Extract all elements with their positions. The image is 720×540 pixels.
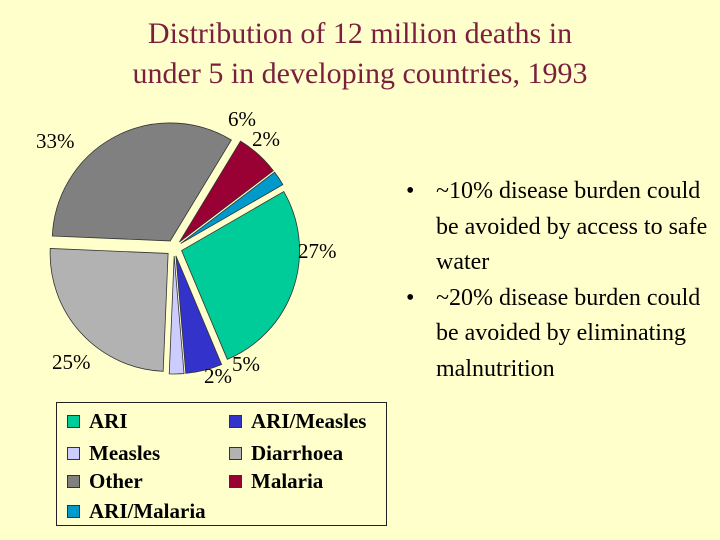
legend-swatch-other xyxy=(67,474,80,488)
bullet-item-malnutrition: • ~20% disease burden could be avoided b… xyxy=(402,281,712,388)
legend-label-malaria: Malaria xyxy=(251,469,324,493)
slide-title-line-1: Distribution of 12 million deaths in xyxy=(147,17,573,50)
pie-slice-other xyxy=(51,122,232,242)
legend-item-ari-measles: ARI/Measles xyxy=(229,409,366,433)
bullet-list: • ~10% disease burden could be avoided b… xyxy=(402,174,712,387)
legend-label-measles: Measles xyxy=(89,441,161,465)
slide-title: Distribution of 12 million deaths in und… xyxy=(0,14,720,94)
pie-slice-ari xyxy=(181,191,300,360)
slice-label-other: 33% xyxy=(36,129,75,153)
pie-slice-malaria xyxy=(179,140,274,243)
bullet-text-malnutrition: ~20% disease burden could be avoided by … xyxy=(436,284,701,382)
legend-item-measles: Measles xyxy=(67,441,160,465)
slice-label-malaria: 6% xyxy=(228,107,256,131)
legend-swatch-ari-malaria xyxy=(67,504,80,518)
chart-legend: ARI ARI/Measles Measles Diarrhoea Other … xyxy=(56,402,387,526)
legend-item-malaria: Malaria xyxy=(229,469,323,493)
legend-item-other: Other xyxy=(67,469,143,493)
pie-slice-diarrhoea xyxy=(49,248,169,372)
legend-label-ari-measles: ARI/Measles xyxy=(251,409,367,433)
legend-swatch-ari xyxy=(67,414,80,428)
bullet-symbol: • xyxy=(406,284,415,311)
bullet-text-safe-water: ~10% disease burden could be avoided by … xyxy=(436,178,708,275)
legend-item-ari: ARI xyxy=(67,409,128,433)
slice-label-ari: 27% xyxy=(298,239,337,263)
legend-swatch-ari-measles xyxy=(229,414,242,428)
bullet-symbol: • xyxy=(406,178,415,204)
legend-swatch-measles xyxy=(67,446,80,460)
pie-slice-measles xyxy=(168,255,185,375)
legend-label-ari: ARI xyxy=(89,409,128,433)
pie-slice-ari-measles xyxy=(175,255,223,374)
legend-label-other: Other xyxy=(89,469,143,493)
pie-slice-ari-malaria xyxy=(180,171,284,244)
legend-swatch-diarrhoea xyxy=(229,446,242,460)
slice-label-ari-measles: 5% xyxy=(232,352,260,376)
slice-label-ari-malaria: 2% xyxy=(252,127,280,151)
legend-item-diarrhoea: Diarrhoea xyxy=(229,441,343,465)
legend-item-ari-malaria: ARI/Malaria xyxy=(67,499,206,523)
bullet-item-safe-water: • ~10% disease burden could be avoided b… xyxy=(402,174,712,281)
slice-label-diarrhoea: 25% xyxy=(52,350,91,374)
slice-label-measles: 2% xyxy=(204,364,232,388)
legend-label-ari-malaria: ARI/Malaria xyxy=(89,499,206,523)
slide-title-line-2: under 5 in developing countries, 1993 xyxy=(132,57,588,90)
legend-label-diarrhoea: Diarrhoea xyxy=(251,441,344,465)
legend-swatch-malaria xyxy=(229,474,242,488)
